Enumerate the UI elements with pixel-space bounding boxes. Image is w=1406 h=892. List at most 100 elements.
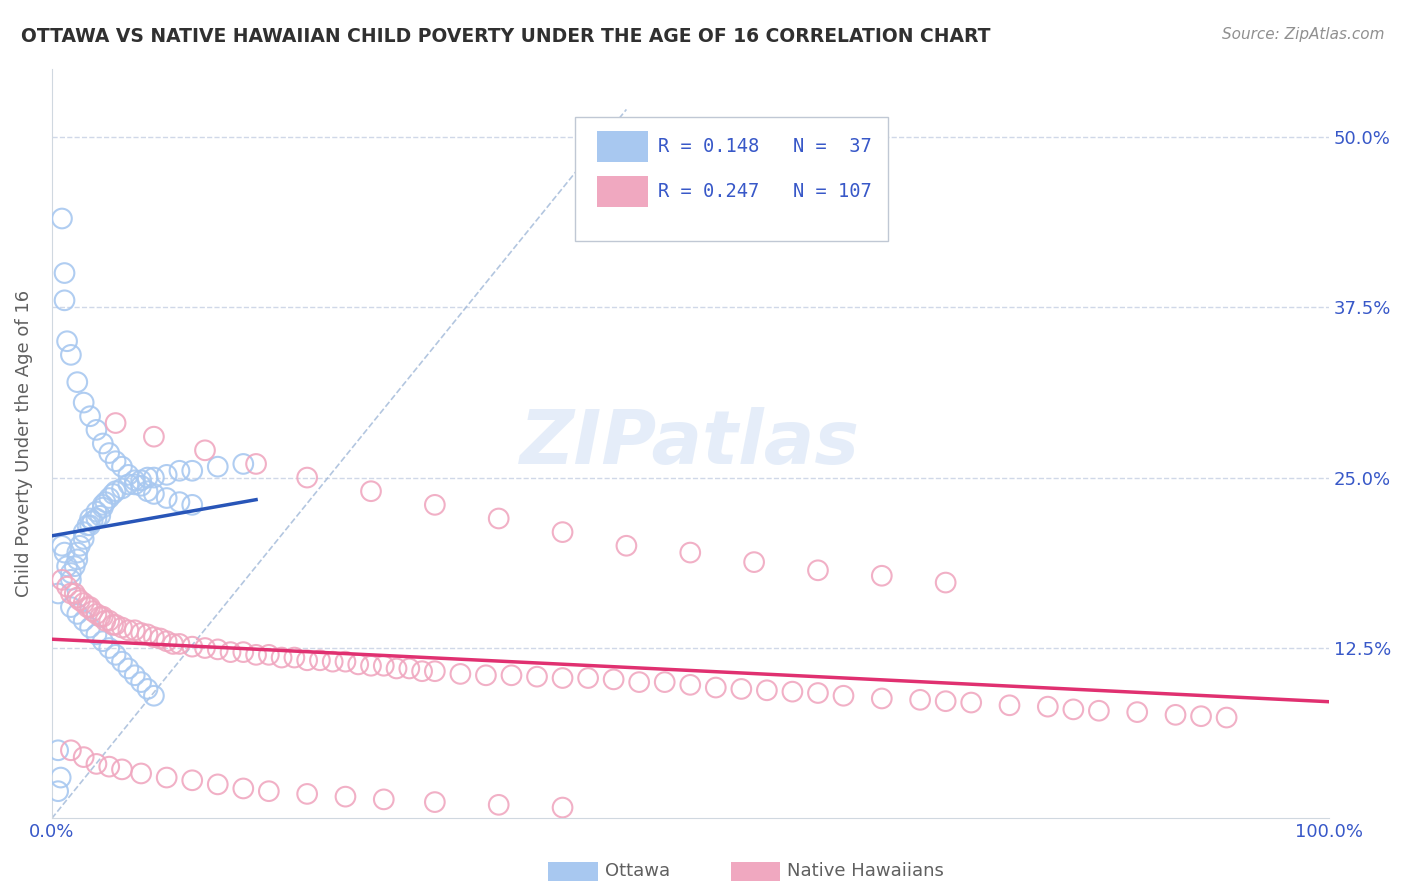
Point bbox=[86, 627, 108, 641]
Point bbox=[488, 511, 510, 525]
Point bbox=[136, 470, 159, 484]
Point bbox=[360, 484, 382, 499]
Point bbox=[1062, 702, 1084, 716]
Point bbox=[295, 787, 318, 801]
Point bbox=[104, 416, 127, 430]
Point bbox=[232, 457, 254, 471]
Point bbox=[56, 334, 79, 349]
Text: OTTAWA VS NATIVE HAWAIIAN CHILD POVERTY UNDER THE AGE OF 16 CORRELATION CHART: OTTAWA VS NATIVE HAWAIIAN CHILD POVERTY … bbox=[21, 27, 991, 45]
Point bbox=[142, 689, 165, 703]
Point bbox=[136, 627, 159, 641]
Point bbox=[86, 756, 108, 771]
Point bbox=[98, 491, 121, 505]
Point bbox=[91, 634, 114, 648]
Point bbox=[295, 470, 318, 484]
Point bbox=[63, 559, 86, 574]
Point bbox=[385, 661, 408, 675]
Point bbox=[46, 784, 69, 798]
Point bbox=[1215, 710, 1237, 724]
Point bbox=[782, 684, 804, 698]
Point bbox=[156, 634, 179, 648]
Point bbox=[86, 423, 108, 437]
Point bbox=[162, 637, 184, 651]
Point bbox=[935, 575, 957, 590]
Point bbox=[295, 653, 318, 667]
Point bbox=[1164, 707, 1187, 722]
Point bbox=[602, 673, 624, 687]
Point bbox=[59, 566, 82, 580]
Point bbox=[51, 539, 73, 553]
Point bbox=[79, 409, 101, 424]
Point bbox=[679, 678, 702, 692]
Point bbox=[960, 696, 983, 710]
Point bbox=[104, 648, 127, 662]
Point bbox=[373, 658, 395, 673]
Point bbox=[129, 675, 152, 690]
Point bbox=[257, 784, 280, 798]
Point bbox=[449, 667, 471, 681]
Point bbox=[526, 670, 548, 684]
Point bbox=[66, 545, 89, 559]
Point bbox=[628, 675, 651, 690]
Point bbox=[232, 645, 254, 659]
Point bbox=[1189, 709, 1212, 723]
Point bbox=[111, 482, 134, 496]
Text: Source: ZipAtlas.com: Source: ZipAtlas.com bbox=[1222, 27, 1385, 42]
Point bbox=[245, 648, 267, 662]
Point bbox=[488, 797, 510, 812]
Point bbox=[194, 443, 217, 458]
Point bbox=[807, 563, 830, 577]
Text: Native Hawaiians: Native Hawaiians bbox=[787, 863, 945, 880]
Point bbox=[124, 477, 146, 491]
FancyBboxPatch shape bbox=[575, 117, 889, 241]
Point bbox=[46, 586, 69, 600]
Point bbox=[207, 459, 229, 474]
Point bbox=[207, 642, 229, 657]
Point bbox=[117, 624, 139, 638]
Point bbox=[98, 614, 121, 628]
Point bbox=[59, 586, 82, 600]
Point bbox=[654, 675, 676, 690]
Point bbox=[1036, 699, 1059, 714]
Point bbox=[117, 661, 139, 675]
Point bbox=[73, 596, 96, 610]
Point bbox=[73, 532, 96, 546]
Point bbox=[142, 630, 165, 644]
Point bbox=[66, 591, 89, 605]
Point bbox=[679, 545, 702, 559]
Point bbox=[117, 477, 139, 491]
Bar bbox=[598, 176, 648, 207]
Point bbox=[86, 505, 108, 519]
Point bbox=[63, 586, 86, 600]
Point bbox=[104, 484, 127, 499]
Point bbox=[129, 626, 152, 640]
Point bbox=[79, 518, 101, 533]
Point bbox=[53, 545, 76, 559]
Point bbox=[82, 514, 104, 528]
Point bbox=[149, 632, 172, 646]
Point bbox=[101, 487, 124, 501]
Text: R = 0.247   N = 107: R = 0.247 N = 107 bbox=[658, 182, 872, 201]
Point bbox=[335, 789, 357, 804]
Point bbox=[98, 446, 121, 460]
Point bbox=[69, 539, 91, 553]
Point bbox=[82, 604, 104, 618]
Point bbox=[219, 645, 242, 659]
Point bbox=[117, 467, 139, 482]
Point bbox=[76, 518, 98, 533]
Point bbox=[501, 668, 523, 682]
Text: R = 0.148   N =  37: R = 0.148 N = 37 bbox=[658, 137, 872, 156]
Point bbox=[124, 668, 146, 682]
Point bbox=[322, 655, 344, 669]
Point bbox=[91, 609, 114, 624]
Point bbox=[169, 637, 191, 651]
Point bbox=[347, 657, 370, 672]
Point bbox=[908, 693, 931, 707]
Point bbox=[86, 607, 108, 621]
Point bbox=[551, 671, 574, 685]
Point bbox=[142, 470, 165, 484]
Point bbox=[156, 491, 179, 505]
Point bbox=[730, 681, 752, 696]
Point bbox=[79, 511, 101, 525]
Point bbox=[79, 600, 101, 615]
